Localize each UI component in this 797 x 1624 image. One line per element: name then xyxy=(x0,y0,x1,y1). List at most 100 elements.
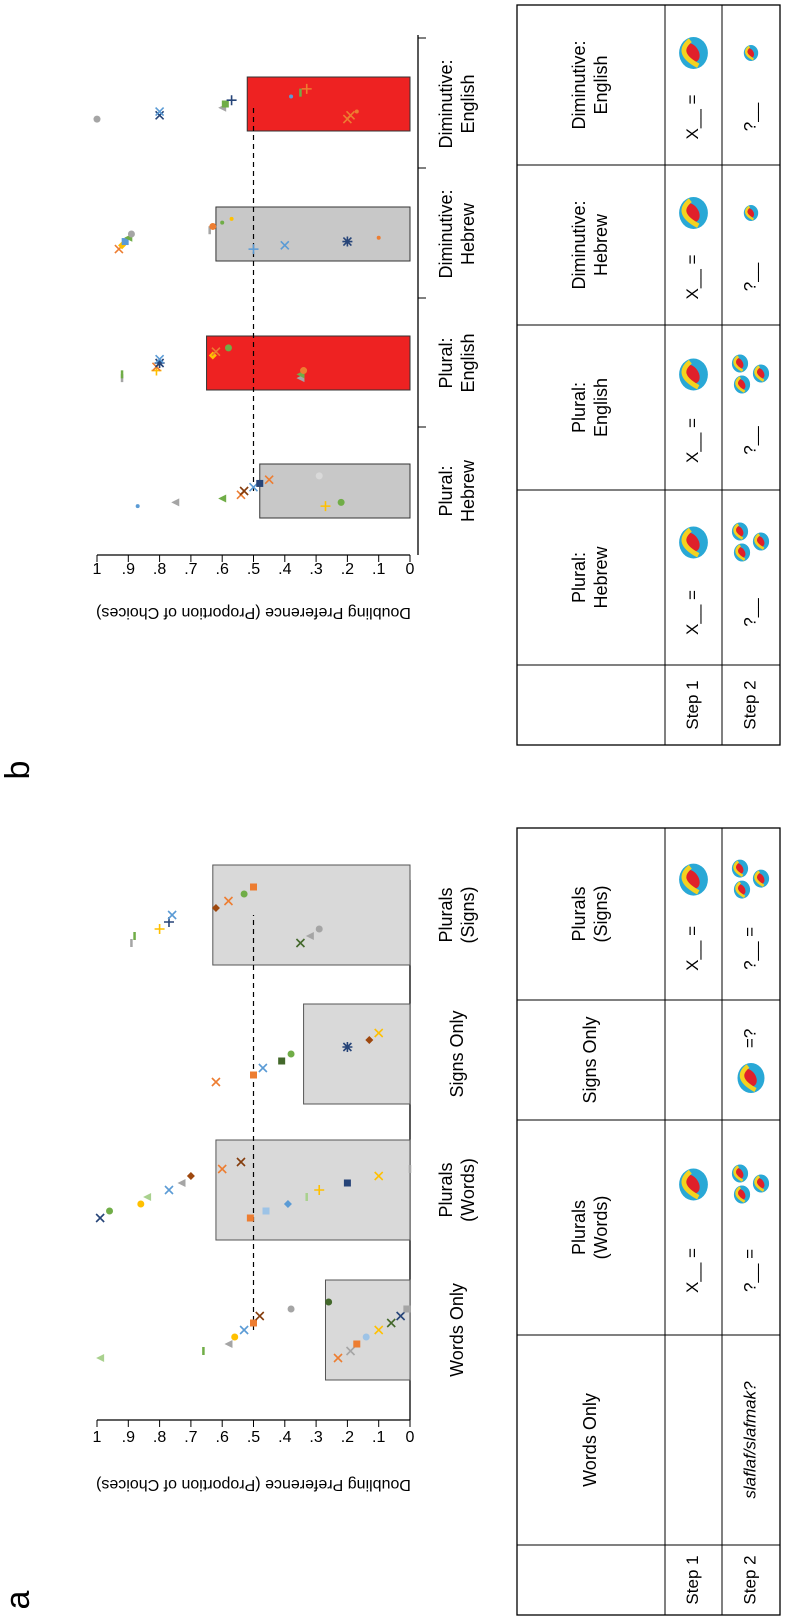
bar xyxy=(216,207,410,261)
bar xyxy=(216,1140,410,1240)
balloon-icon xyxy=(753,1175,769,1193)
point xyxy=(96,1354,104,1362)
point xyxy=(224,1340,232,1348)
table-cell: ?__ = xyxy=(740,927,759,970)
point xyxy=(168,911,176,919)
y-tick-label: .8 xyxy=(153,561,166,578)
y-tick-label: .6 xyxy=(216,561,229,578)
table-cell: X__ = xyxy=(683,418,702,463)
table-cell: =? xyxy=(740,1029,759,1048)
balloon-icon xyxy=(753,533,769,551)
point xyxy=(256,1312,264,1320)
point xyxy=(363,1334,370,1341)
table-header: Plural:Hebrew xyxy=(569,545,611,608)
y-axis-title: Doubling Preference (Proportion of Choic… xyxy=(96,604,411,621)
point xyxy=(241,891,248,898)
point xyxy=(325,1299,332,1306)
point xyxy=(225,344,232,351)
table-cell: X__ = xyxy=(683,254,702,299)
point xyxy=(353,1341,360,1348)
y-tick-label: .3 xyxy=(309,1429,322,1446)
balloon-icon xyxy=(753,870,769,888)
point xyxy=(155,924,165,934)
y-tick-label: .2 xyxy=(341,561,354,578)
point xyxy=(218,495,226,503)
row-label: Step 2 xyxy=(740,1555,759,1604)
y-tick-label: .1 xyxy=(372,1429,385,1446)
x-tick-label: Signs Only xyxy=(447,1010,467,1097)
y-tick-label: 0 xyxy=(406,1429,415,1446)
point xyxy=(259,1064,267,1072)
point xyxy=(178,1179,186,1187)
y-tick-label: .5 xyxy=(247,561,260,578)
point xyxy=(171,498,179,506)
x-tick-label: Words Only xyxy=(447,1283,467,1377)
y-tick-label: 1 xyxy=(93,561,102,578)
balloon-icon xyxy=(744,45,758,61)
point xyxy=(344,1180,351,1187)
table-header: Words Only xyxy=(580,1393,600,1487)
point xyxy=(212,1078,220,1086)
point xyxy=(338,499,345,506)
y-tick-label: .9 xyxy=(122,561,135,578)
y-tick-label: .3 xyxy=(309,561,322,578)
point xyxy=(263,1208,270,1215)
table-cell: ?__ xyxy=(740,598,759,627)
point xyxy=(136,504,140,508)
point xyxy=(231,1334,238,1341)
table-cell: X__ = xyxy=(683,590,702,635)
table-cell: ?__ = xyxy=(740,1249,759,1292)
figure: a0.1.2.3.4.5.6.7.8.91Doubling Preference… xyxy=(0,0,797,1624)
point xyxy=(220,221,224,225)
y-tick-label: .9 xyxy=(122,1429,135,1446)
x-tick-label: Plurals(Signs) xyxy=(436,886,478,943)
point xyxy=(288,1051,295,1058)
point xyxy=(250,884,257,891)
balloon-icon xyxy=(679,37,708,69)
y-tick-label: .8 xyxy=(153,1429,166,1446)
balloon-icon xyxy=(734,544,750,562)
y-tick-label: .5 xyxy=(247,1429,260,1446)
point xyxy=(377,236,381,240)
point xyxy=(137,1201,144,1208)
table-header: Plural:English xyxy=(569,378,611,437)
table-cell: slaflaf/slafmak? xyxy=(740,1381,759,1499)
point xyxy=(230,217,234,221)
point xyxy=(240,487,248,495)
balloon-icon xyxy=(732,860,748,878)
bar xyxy=(325,1280,410,1380)
x-tick-label: Plurals(Words) xyxy=(436,1158,478,1222)
row-label: Step 2 xyxy=(740,680,759,729)
balloon-icon xyxy=(738,1063,765,1093)
balloon-icon xyxy=(744,205,758,221)
point xyxy=(187,1172,195,1180)
balloon-icon xyxy=(732,355,748,373)
point xyxy=(342,1042,352,1052)
balloon-icon xyxy=(732,1165,748,1183)
y-tick-label: .6 xyxy=(216,1429,229,1446)
point xyxy=(94,116,101,123)
bar xyxy=(260,464,410,518)
balloon-icon xyxy=(679,197,708,229)
y-axis-title: Doubling Preference (Proportion of Choic… xyxy=(96,1476,411,1493)
table-header: Signs Only xyxy=(580,1016,600,1103)
y-tick-label: .1 xyxy=(372,561,385,578)
point xyxy=(96,1214,104,1222)
table-cell: ?__ xyxy=(740,262,759,291)
point xyxy=(316,472,323,479)
bar xyxy=(304,1004,410,1104)
point xyxy=(355,110,359,114)
bar xyxy=(207,336,410,390)
x-tick-label: Diminutive:English xyxy=(436,59,478,148)
y-tick-label: 1 xyxy=(93,1429,102,1446)
point xyxy=(106,1208,113,1215)
point xyxy=(288,1306,295,1313)
balloon-icon xyxy=(679,1169,708,1201)
table-header: Plurals(Words) xyxy=(569,1196,611,1260)
point xyxy=(316,926,323,933)
point xyxy=(209,223,216,230)
y-tick-label: .7 xyxy=(184,1429,197,1446)
y-tick-label: .4 xyxy=(278,561,291,578)
point xyxy=(247,1215,254,1222)
